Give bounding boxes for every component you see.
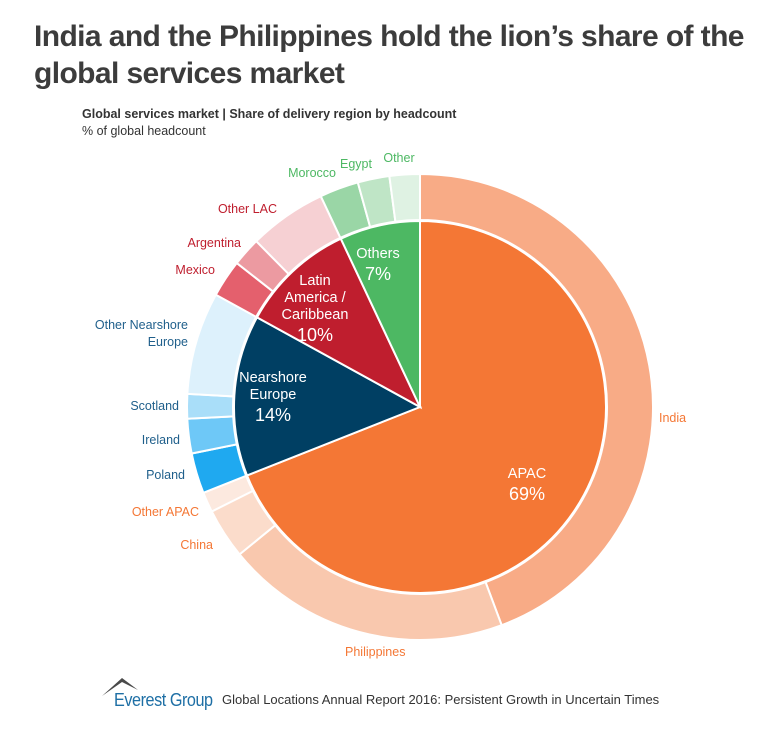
region-label-nearshore-europe: Nearshore Europe 14% (239, 370, 307, 425)
region-label-apac: APAC 69% (508, 466, 546, 504)
country-label-morocco: Morocco (288, 166, 336, 180)
region-labels: APAC 69% Nearshore Europe 14% Latin America / C… (239, 246, 546, 504)
country-label-europe: Europe (148, 335, 188, 349)
brand-name: Everest Group (114, 690, 213, 710)
country-label-other-nearshore: Other Nearshore (95, 318, 188, 332)
segment-other (388, 172, 421, 223)
footer: Everest Group Global Locations Annual Re… (100, 676, 700, 716)
outer-ring-countries (186, 172, 654, 641)
slice-apac (245, 219, 607, 594)
country-label-other-lac: Other LAC (218, 202, 277, 216)
chart-subtitle: Global services market | Share of delive… (82, 107, 457, 121)
slice-latin-america-caribbean (255, 237, 423, 410)
region-label-others: Others 7% (356, 246, 400, 284)
country-label-poland: Poland (146, 468, 185, 482)
chart-unit-label: % of global headcount (82, 124, 206, 138)
inner-pie-regions (233, 219, 607, 594)
country-label-ireland: Ireland (142, 433, 180, 447)
country-label-china: China (180, 538, 213, 552)
everest-mountain-logo-icon (102, 678, 138, 696)
country-label-india: India (659, 411, 686, 425)
region-label-latin-america-caribbean: Latin America / Caribbean 10% (282, 273, 349, 345)
country-label-philippines: Philippines (345, 645, 405, 659)
slice-nearshore-europe (233, 316, 423, 477)
country-label-scotland: Scotland (130, 399, 179, 413)
country-label-argentina: Argentina (187, 236, 241, 250)
slice-others (339, 219, 421, 408)
country-label-other-apac: Other APAC (132, 505, 199, 519)
country-labels: India Philippines China Other APAC Poland Ire… (95, 151, 686, 659)
country-label-egypt: Egypt (340, 157, 372, 171)
country-label-other: Other (383, 151, 414, 165)
country-label-mexico: Mexico (175, 263, 215, 277)
chart-title: India and the Philippines hold the lion’… (34, 20, 744, 90)
segment-scotland (186, 392, 235, 420)
report-citation: Global Locations Annual Report 2016: Per… (222, 692, 660, 707)
